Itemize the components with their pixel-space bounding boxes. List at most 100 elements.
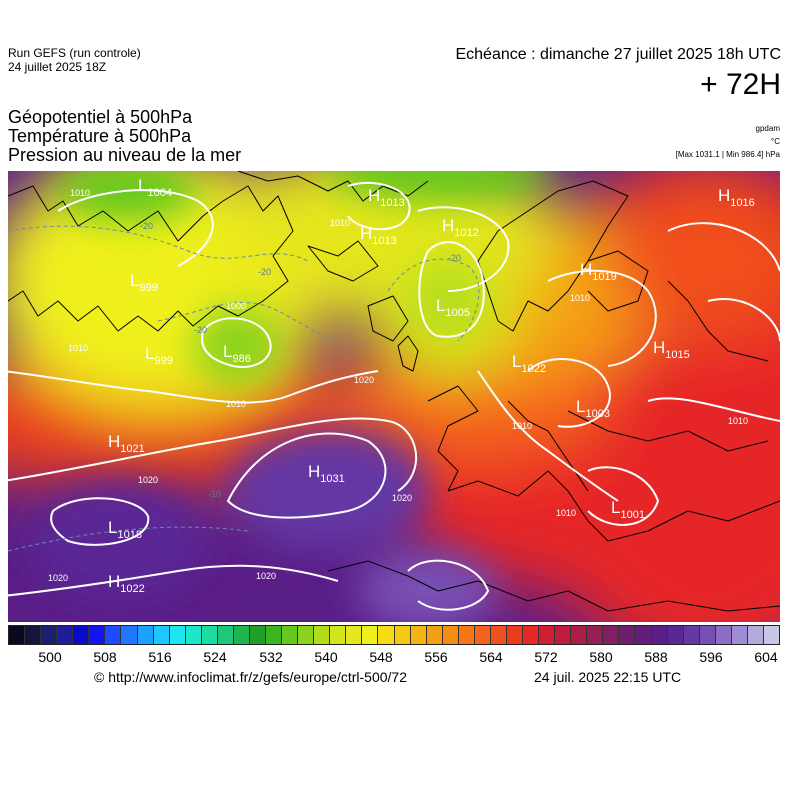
scale-swatch	[233, 626, 250, 644]
title-pressure: Pression au niveau de la mer	[8, 145, 242, 165]
scale-swatch	[41, 626, 58, 644]
scale-ticks: 500 508 516 524 532 540 548 556 564 572 580 588 596 6…	[8, 649, 780, 665]
isobar-label: 1010	[512, 421, 532, 431]
scale-swatch	[298, 626, 315, 644]
scale-swatch	[330, 626, 347, 644]
temperature-label: -20	[448, 253, 461, 263]
scale-swatch	[57, 626, 74, 644]
scale-swatch	[25, 626, 42, 644]
isobar-label: 1010	[70, 188, 90, 198]
isobar-label: 1010	[330, 218, 350, 228]
scale-swatch	[635, 626, 652, 644]
scale-tick-label: 508	[93, 649, 117, 665]
scale-swatch	[282, 626, 299, 644]
scale-swatch	[747, 626, 764, 644]
scale-swatch	[651, 626, 668, 644]
scale-tick-label: 524	[203, 649, 227, 665]
scale-tick-label: 604	[754, 649, 778, 665]
high-pressure-marker: H1031	[308, 462, 345, 485]
scale-swatch	[153, 626, 170, 644]
color-scale	[8, 625, 780, 645]
temperature-isotherms	[8, 225, 480, 552]
scale-swatch	[362, 626, 379, 644]
scale-swatch	[249, 626, 266, 644]
scale-swatch	[442, 626, 459, 644]
echeance-label: Echéance : dimanche 27 juillet 2025 18h …	[455, 46, 781, 63]
scale-swatch	[201, 626, 218, 644]
isobar-label: 1020	[354, 375, 374, 385]
scale-swatch	[394, 626, 411, 644]
isobar-label: 1020	[392, 493, 412, 503]
isobar-label: 1010	[728, 416, 748, 426]
scale-swatch	[619, 626, 636, 644]
temperature-label: -20	[194, 325, 207, 335]
scale-swatch	[137, 626, 154, 644]
scale-swatch	[458, 626, 475, 644]
scale-tick-label: 516	[148, 649, 172, 665]
low-pressure-marker: L1018	[108, 518, 142, 541]
unit-pressure: [Max 1031.1 | Min 986.4] hPa	[675, 150, 780, 159]
scale-swatch	[603, 626, 620, 644]
scale-swatch	[667, 626, 684, 644]
scale-swatch	[683, 626, 700, 644]
scale-swatch	[523, 626, 540, 644]
isobar-label: 1020	[138, 475, 158, 485]
scale-swatch	[426, 626, 443, 644]
isobars	[8, 181, 780, 611]
scale-swatch	[346, 626, 363, 644]
run-info: Run GEFS (run controle) 24 juillet 2025 …	[8, 46, 141, 74]
scale-swatch	[763, 626, 779, 644]
scale-swatch	[587, 626, 604, 644]
scale-tick-label: 556	[424, 649, 448, 665]
scale-tick-label: 500	[38, 649, 62, 665]
unit-temperature: °C	[771, 137, 780, 146]
temperature-label: -10	[208, 489, 221, 499]
isobar-label: 1010	[556, 508, 576, 518]
scale-tick-label: 580	[589, 649, 613, 665]
isobar-label: 1010	[570, 293, 590, 303]
scale-swatch	[474, 626, 491, 644]
scale-tick-label: 588	[644, 649, 668, 665]
title-geopotential: Géopotentiel à 500hPa	[8, 107, 193, 127]
scale-swatch	[9, 626, 26, 644]
isobar-label: 1010	[68, 343, 88, 353]
scale-swatch	[185, 626, 202, 644]
units-legend: gpdam °C [Max 1031.1 | Min 986.4] hPa	[676, 122, 780, 161]
title-temperature: Température à 500hPa	[8, 126, 192, 146]
map-svg: L1004 H1013H1013H1012H1016L999L1005H1019L…	[8, 171, 780, 622]
scale-swatch	[699, 626, 716, 644]
scale-tick-label: 540	[314, 649, 338, 665]
run-model: Run GEFS (run controle)	[8, 46, 141, 60]
scale-tick-label: 548	[369, 649, 393, 665]
isobar-label: 1000	[226, 301, 246, 311]
scale-tick-label: 596	[699, 649, 723, 665]
weather-map: L1004 H1013 H1013 H1012 H1016 L999 L1005 H1019 L…	[8, 171, 780, 622]
scale-swatch	[105, 626, 122, 644]
temp-labels: -20 -20 -20 -20 -10	[140, 221, 461, 499]
scale-swatch	[217, 626, 234, 644]
isobar-label: 1020	[256, 571, 276, 581]
scale-swatch	[715, 626, 732, 644]
scale-swatch	[169, 626, 186, 644]
scale-swatch	[121, 626, 138, 644]
scale-swatch	[731, 626, 748, 644]
coastlines	[8, 171, 780, 612]
map-titles: Géopotentiel à 500hPa Température à 500h…	[8, 108, 241, 165]
scale-swatch	[89, 626, 106, 644]
isobar-label: 1020	[48, 573, 68, 583]
scale-swatch	[266, 626, 283, 644]
scale-swatch	[539, 626, 556, 644]
scale-swatch	[314, 626, 331, 644]
unit-geopotential: gpdam	[755, 124, 780, 133]
scale-tick-label: 564	[479, 649, 503, 665]
scale-tick-label: 532	[259, 649, 283, 665]
scale-swatch	[410, 626, 427, 644]
scale-swatch	[506, 626, 523, 644]
generation-time: 24 juil. 2025 22:15 UTC	[534, 669, 682, 685]
source-credit: © http://www.infoclimat.fr/z/gefs/europe…	[94, 669, 408, 685]
temperature-label: -20	[258, 267, 271, 277]
scale-tick-label: 572	[534, 649, 558, 665]
run-date: 24 juillet 2025 18Z	[8, 60, 107, 74]
scale-swatch	[73, 626, 90, 644]
lead-time: + 72H	[700, 68, 781, 101]
